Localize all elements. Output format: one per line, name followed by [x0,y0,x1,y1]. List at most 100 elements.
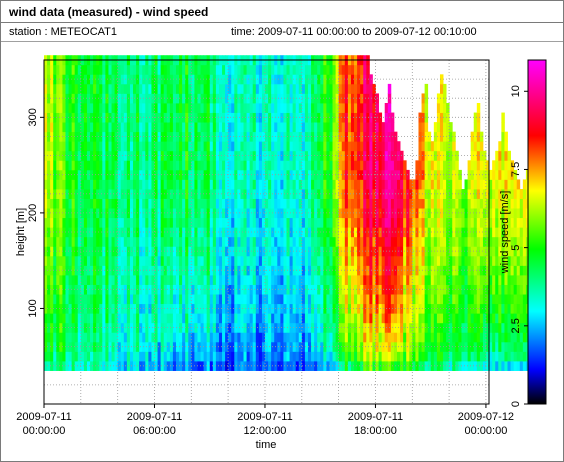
heatmap-cell [323,150,327,161]
heatmap-cell [249,255,254,266]
heatmap-cell [482,303,487,314]
heatmap-cell [489,313,493,324]
heatmap-cell [393,332,398,343]
heatmap-cell [311,294,315,305]
heatmap-cell [47,103,51,113]
heatmap-cell [326,227,330,238]
heatmap-cell [209,208,214,219]
heatmap-cell [350,83,355,94]
heatmap-cell [90,227,94,238]
heatmap-cell [326,131,330,142]
heatmap-cell [504,341,508,352]
heatmap-cell [228,74,232,85]
heatmap-cell [464,198,468,209]
heatmap-cell [418,294,422,305]
heatmap-cell [99,255,103,266]
heatmap-cell [157,275,162,285]
heatmap-cell [424,265,429,276]
heatmap-cell [234,255,238,266]
heatmap-cell [197,189,201,199]
heatmap-cell [335,303,340,314]
heatmap-cell [209,246,214,257]
heatmap-cell [369,351,373,362]
heatmap-cell [421,198,426,209]
heatmap-cell [323,93,327,104]
heatmap-cell [157,303,162,314]
heatmap-cell [461,361,465,371]
heatmap-cell [424,103,429,113]
heatmap-cell [495,361,499,371]
heatmap-cell [215,122,220,133]
heatmap-cell [145,322,149,333]
heatmap-cell [83,83,88,94]
heatmap-cell [421,341,426,352]
heatmap-cell [510,341,515,352]
heatmap-cell [443,122,447,133]
heatmap-cell [280,198,284,209]
heatmap-cell [338,294,343,305]
heatmap-cell [188,122,192,133]
heatmap-cell [228,122,232,133]
heatmap-cell [357,160,361,171]
heatmap-cell [314,131,318,142]
heatmap-cell [179,255,183,266]
heatmap-cell [277,284,281,295]
heatmap-cell [519,351,524,362]
heatmap-cell [513,303,518,314]
colorbar-tick-label: 0 [510,401,522,407]
heatmap-cell [280,150,284,161]
heatmap-cell [108,64,112,75]
heatmap-cell [412,198,416,209]
heatmap-cell [148,332,152,343]
heatmap-cell [473,160,478,171]
heatmap-cell [56,150,60,161]
heatmap-cell [200,351,205,362]
heatmap-cell [384,275,389,285]
heatmap-cell [304,294,309,305]
heatmap-cell [99,179,103,190]
heatmap-cell [341,313,346,324]
heatmap-cell [93,122,97,133]
heatmap-cell [246,179,251,190]
heatmap-cell [234,198,238,209]
heatmap-cell [504,322,508,333]
heatmap-cell [464,179,468,190]
heatmap-cell [295,93,300,104]
heatmap-cell [96,313,100,324]
heatmap-cell [197,208,201,219]
heatmap-cell [47,198,51,209]
heatmap-cell [157,103,162,113]
heatmap-cell [458,341,462,352]
heatmap-cell [501,341,505,352]
heatmap-cell [47,208,51,219]
heatmap-cell [179,341,183,352]
heatmap-cell [476,284,481,295]
heatmap-cell [179,93,183,104]
heatmap-cell [424,227,429,238]
heatmap-cell [271,236,275,247]
heatmap-cell [231,294,235,305]
heatmap-cell [252,255,257,266]
heatmap-cell [265,103,269,113]
heatmap-cell [363,93,367,104]
heatmap-cell [65,83,69,94]
heatmap-cell [179,227,183,238]
heatmap-cell [90,332,94,343]
heatmap-cell [62,255,66,266]
heatmap-cell [62,361,66,371]
heatmap-cell [304,198,309,209]
heatmap-cell [154,275,158,285]
heatmap-cell [522,361,527,371]
heatmap-cell [489,217,493,228]
heatmap-cell [56,131,60,142]
heatmap-cell [59,361,63,371]
heatmap-cell [304,179,309,190]
heatmap-cell [74,236,79,247]
heatmap-cell [44,198,48,209]
heatmap-cell [215,341,220,352]
heatmap-cell [286,103,290,113]
heatmap-cell [111,217,115,228]
heatmap-cell [344,189,349,199]
heatmap-cell [47,74,51,85]
heatmap-cell [384,332,389,343]
